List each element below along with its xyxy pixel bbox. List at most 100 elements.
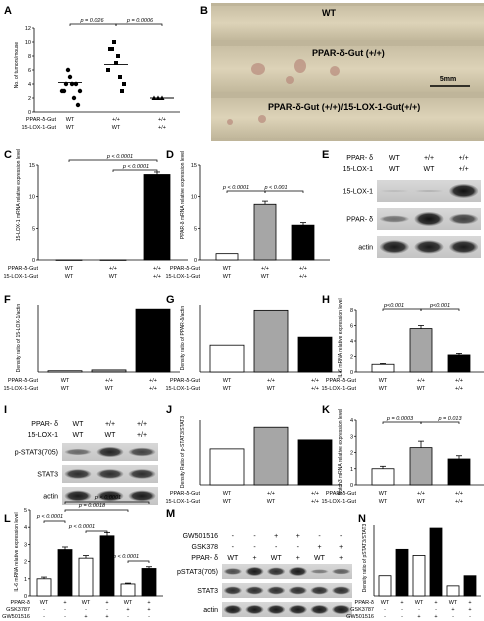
panel-l-pvalue-1: p < 0.0001: [36, 514, 63, 520]
panel-m-header-value: -: [253, 533, 256, 540]
panel-i: I PPAR- δ WT +/+ +/+ 15-LOX-1 WT WT +/+ p-STAT3(…: [4, 404, 158, 505]
panel-d-row-value: WT: [223, 266, 232, 272]
panel-f-row-value: WT: [61, 378, 70, 384]
panel-a-points: [58, 23, 174, 108]
panel-i-band: [64, 490, 92, 502]
panel-c-bar: [143, 174, 171, 261]
scale-bar-label: 5mm: [440, 76, 456, 83]
panel-m-header-value: -: [340, 533, 343, 540]
panel-a-point: [65, 67, 71, 73]
panel-n-row-value: +: [434, 600, 437, 606]
panel-k-y-tick-label: 3: [350, 434, 353, 440]
panel-k-bracket-1: [382, 421, 422, 424]
panel-f-row-value: +/+: [149, 378, 157, 384]
panel-e-header-value: WT: [389, 166, 401, 173]
panel-a-row-label: PPAR-δ-Gut: [26, 117, 57, 123]
panel-a-genotype-rows: PPAR-δ-Gut WT +/+ +/+ 15-LOX-1-Gut WT WT +/+: [21, 117, 166, 131]
panel-n-row-label: GW501516: [346, 614, 374, 620]
panel-m-band-label: pSTAT3(705): [177, 569, 218, 576]
panel-m-header-value: +: [296, 555, 300, 562]
panel-m-band: [310, 569, 329, 574]
panel-d: D PPAR-δ mRNA relative expression level …: [165, 149, 330, 280]
panel-d-y-tick-label: 15: [191, 163, 197, 169]
panel-label-b: B: [200, 5, 208, 17]
panel-k-bracket-2: [420, 421, 460, 424]
panel-n-row-value: -: [401, 607, 403, 613]
panel-f-ylabel: Density ratio of 15-LOX-1/actin: [16, 304, 22, 373]
panel-n-row-label: PPAR-δ: [355, 600, 374, 606]
panel-m-header-value: +: [296, 533, 300, 540]
panel-l-bar: [36, 578, 52, 597]
panel-a-row-value: +/+: [112, 117, 120, 123]
panel-a-point: [114, 61, 118, 65]
panel-label-m: M: [166, 508, 175, 520]
panel-a-y-axis: 0 2 4 6 8 10 12: [25, 26, 180, 116]
panel-c-y-tick-label: 0: [32, 258, 35, 264]
panel-l-pvalue-2: p = 0.0018: [78, 503, 106, 509]
panel-l-row-value: -: [127, 614, 129, 620]
panel-h-row-label: 15-LOX-1-Gut: [321, 386, 356, 392]
panel-f-bar: [91, 369, 127, 373]
panel-h-bar: [409, 328, 433, 373]
panel-k-row-value: WT: [379, 499, 388, 505]
panel-d-row-label: 15-LOX-1-Gut: [165, 274, 200, 280]
panel-g-bar: [253, 309, 289, 373]
panel-l-y-tick-label: 3: [24, 542, 27, 548]
panel-k-row-value: WT: [417, 499, 426, 505]
panel-n-chart: PPAR-δ WT + WT + WT +GSK3787- - - - + +GW501516- - + +…: [346, 525, 481, 620]
panel-d-pvalue-1: p < 0.0001: [222, 185, 249, 191]
panel-l-bracket: [64, 501, 150, 504]
panel-j-row-value: +/+: [311, 499, 319, 505]
panel-f-row-label: PPAR-δ-Gut: [8, 378, 39, 384]
panel-h-chart: 0 2 4 6 8 PPAR-δ-Gut WT +/+ +/+ 15-LOX-1-Gut WT WT +…: [321, 308, 484, 392]
panel-e-header-value: WT: [389, 155, 401, 162]
panel-i-header-value: +/+: [137, 432, 147, 439]
panel-h-row-value: +/+: [455, 378, 463, 384]
panel-a-y-tick-label: 12: [25, 26, 31, 32]
panel-a-row-value: WT: [66, 117, 75, 123]
panel-m-header-value: -: [253, 544, 256, 551]
panel-l-row-value: -: [64, 607, 66, 613]
panel-h-bar: [371, 363, 395, 373]
panel-k-row-label: 15-LOX-1-Gut: [321, 499, 356, 505]
panel-k-row-value: +/+: [417, 491, 425, 497]
panel-m-band: [267, 567, 286, 576]
panel-e-band: [414, 189, 444, 193]
panel-h-ylabel: IL-6 mRNA relative expression level: [338, 298, 344, 377]
panel-h-row-value: WT: [417, 386, 426, 392]
panel-m-band: [310, 586, 329, 595]
panel-m-band: [332, 568, 351, 575]
panel-l-y-tick-label: 0: [24, 594, 27, 600]
panel-m-header-value: -: [275, 544, 278, 551]
panel-l-pvalue-3: p < 0.0001: [68, 524, 95, 530]
panel-l-row-value: -: [43, 607, 45, 613]
panel-n-row-value: -: [384, 607, 386, 613]
panel-k-pvalue-1: p = 0.0003: [386, 416, 414, 422]
panel-l-row-value: -: [43, 614, 45, 620]
panel-i-band: [96, 469, 124, 479]
panel-m-band: [332, 586, 351, 595]
panel-n-row-value: -: [469, 614, 471, 620]
panel-e-band: [379, 189, 409, 193]
panel-n-row-value: +: [434, 614, 437, 620]
panel-m-band-label: actin: [203, 607, 218, 614]
panel-n-bar: [429, 527, 443, 597]
panel-l-row-value: +: [84, 614, 87, 620]
panel-d-y-tick-label: 5: [194, 226, 197, 232]
panel-m-band: [223, 604, 242, 615]
panel-c-row-value: WT: [65, 274, 74, 280]
panel-l-y-tick-label: 4: [24, 525, 27, 531]
panel-m-header-value: +: [252, 555, 256, 562]
panel-m-band: [245, 604, 264, 615]
panel-d-row-value: WT: [223, 274, 232, 280]
panel-i-header-label: 15-LOX-1: [28, 432, 58, 439]
panel-label-j: J: [166, 404, 172, 416]
panel-m-header-value: +: [317, 544, 321, 551]
panel-a-pvalue-1: p = 0.026: [79, 18, 104, 24]
panel-a-bracket-2: [115, 23, 163, 26]
panel-c-bracket-1: [68, 159, 158, 162]
panel-j-bar: [253, 426, 289, 486]
panel-l-row-value: -: [148, 614, 150, 620]
panel-m-band: [267, 604, 286, 615]
